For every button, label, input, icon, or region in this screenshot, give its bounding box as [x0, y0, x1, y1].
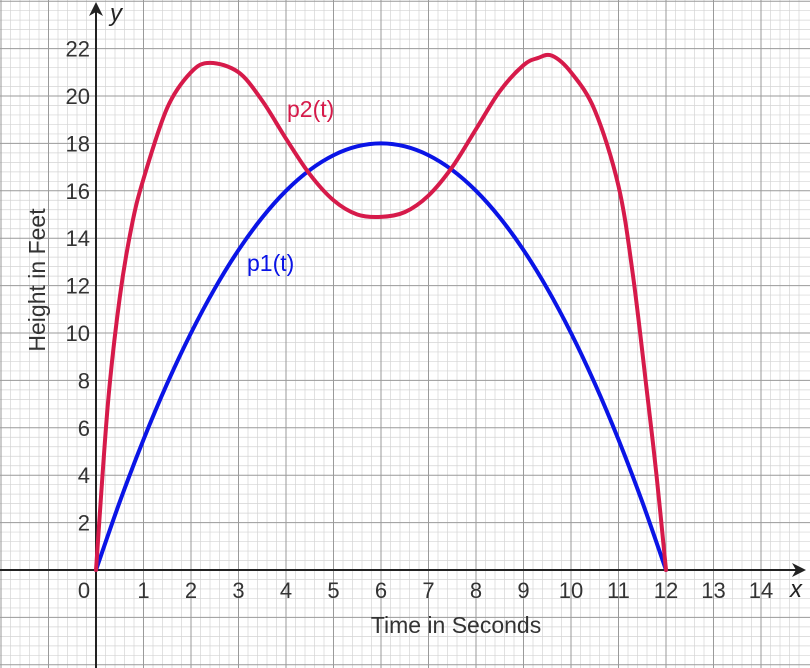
x-tick-label: 7 — [422, 578, 434, 603]
x-tick-label: 10 — [559, 578, 583, 603]
y-tick-label: 12 — [66, 274, 90, 299]
origin-label: 0 — [78, 578, 90, 603]
x-tick-label: 2 — [185, 578, 197, 603]
x-axis-arrow — [792, 563, 806, 577]
y-tick-label: 18 — [66, 131, 90, 156]
y-axis-arrow — [89, 2, 103, 16]
x-tick-label: 4 — [280, 578, 292, 603]
y-tick-label: 16 — [66, 179, 90, 204]
x-tick-label: 3 — [232, 578, 244, 603]
y-tick-label: 6 — [78, 416, 90, 441]
series-line-p1t — [94, 141, 668, 572]
x-tick-label: 5 — [327, 578, 339, 603]
y-tick-label: 4 — [78, 463, 90, 488]
series-label-p1: p1(t) — [247, 250, 294, 276]
x-tick-label: 13 — [701, 578, 725, 603]
x-axis-letter: x — [789, 576, 803, 603]
x-tick-label: 6 — [375, 578, 387, 603]
y-axis-title: Height in Feet — [24, 208, 50, 352]
series-label-p2: p2(t) — [287, 96, 334, 122]
series-line-p2t — [94, 52, 668, 572]
y-tick-label: 22 — [66, 37, 90, 62]
x-tick-label: 12 — [654, 578, 678, 603]
y-tick-label: 14 — [66, 226, 90, 251]
y-tick-label: 10 — [66, 321, 90, 346]
y-tick-label: 20 — [66, 84, 90, 109]
series-layer — [94, 52, 668, 572]
y-tick-label: 8 — [78, 368, 90, 393]
x-tick-label: 1 — [137, 578, 149, 603]
y-tick-label: 2 — [78, 511, 90, 536]
x-tick-label: 11 — [607, 578, 630, 603]
x-tick-label: 8 — [470, 578, 482, 603]
y-axis-letter: y — [108, 0, 124, 27]
x-tick-label: 14 — [749, 578, 773, 603]
x-axis-title: Time in Seconds — [371, 612, 541, 638]
x-tick-label: 9 — [517, 578, 529, 603]
